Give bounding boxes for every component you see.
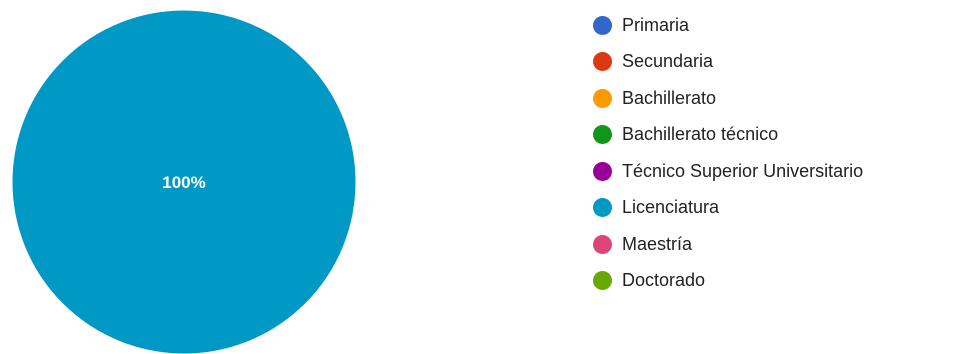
legend-item-bachillerato[interactable]: Bachillerato	[593, 80, 863, 117]
pie-slice-label: 100%	[162, 173, 205, 192]
legend-item-primaria[interactable]: Primaria	[593, 7, 863, 44]
legend-item-doctorado[interactable]: Doctorado	[593, 263, 863, 300]
legend-label: Primaria	[622, 14, 690, 35]
legend-label: Bachillerato técnico	[622, 124, 779, 145]
legend-item-secundaria[interactable]: Secundaria	[593, 44, 863, 81]
legend-label: Doctorado	[622, 270, 706, 291]
legend-item-licenciatura[interactable]: Licenciatura	[593, 190, 863, 227]
legend-marker	[593, 234, 612, 254]
legend-label: Secundaria	[622, 51, 714, 72]
legend-marker	[593, 15, 612, 35]
legend-marker	[593, 88, 612, 108]
legend-marker	[593, 198, 612, 218]
legend-label: Maestría	[622, 233, 693, 254]
legend-item-tecnico-superior-universitario[interactable]: Técnico Superior Universitario	[593, 153, 863, 190]
legend-marker	[593, 52, 612, 72]
legend-marker	[593, 161, 612, 181]
legend-item-maestria[interactable]: Maestría	[593, 226, 863, 263]
legend-item-bachillerato-tecnico[interactable]: Bachillerato técnico	[593, 117, 863, 154]
pie-chart: 100%	[11, 9, 357, 354]
pie-slice-licenciatura[interactable]	[11, 9, 357, 354]
legend-marker	[593, 125, 612, 145]
legend-label: Bachillerato	[622, 87, 717, 108]
legend-label: Licenciatura	[622, 197, 720, 218]
legend-label: Técnico Superior Universitario	[622, 160, 864, 181]
legend-marker	[593, 271, 612, 291]
chart-legend: Primaria Secundaria Bachillerato Bachill…	[593, 7, 863, 299]
